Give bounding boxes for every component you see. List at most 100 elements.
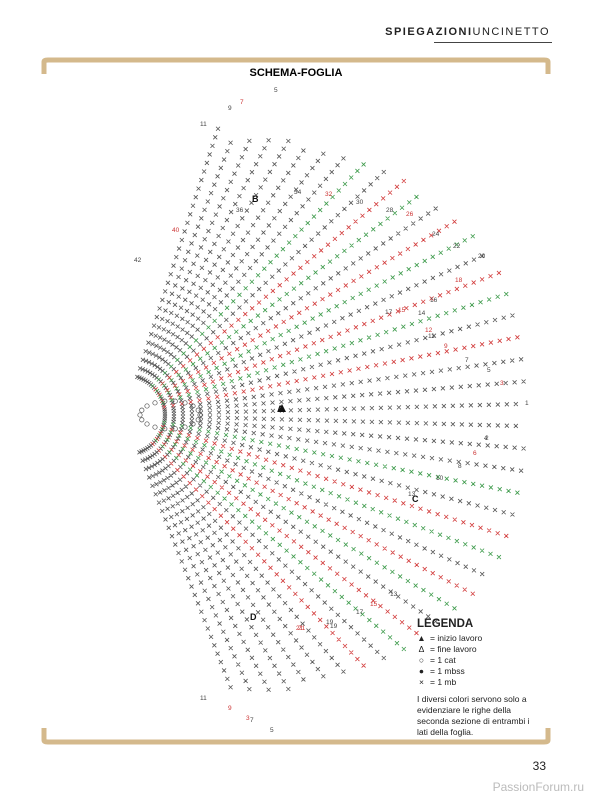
row-label: 9	[444, 343, 448, 350]
row-label: 3	[246, 715, 250, 722]
stitch-ray	[157, 219, 457, 398]
row-label: 16	[430, 297, 438, 304]
stitch-ray	[156, 206, 438, 396]
row-label: 19	[326, 619, 334, 626]
stitch-ray	[143, 447, 291, 692]
chain-stitch	[152, 400, 158, 406]
row-label: 2	[485, 435, 489, 442]
stitch-ray	[151, 169, 387, 390]
stitch-ray	[159, 428, 485, 577]
page-number: 33	[532, 759, 546, 773]
row-label: 9	[228, 705, 232, 712]
chain-stitch	[190, 421, 196, 427]
stitch-ray	[145, 445, 306, 682]
legend-item: ● = 1 mbss	[417, 666, 537, 677]
diagram-title: SCHEMA-FOGLIA	[250, 67, 343, 79]
row-label: 20	[478, 253, 486, 260]
chain-stitch	[144, 421, 150, 427]
stitch-ray	[143, 138, 291, 383]
stitch-ray	[161, 313, 515, 408]
chain-stitch	[162, 426, 168, 432]
chain-stitch	[152, 424, 158, 430]
stitch-ray	[160, 426, 502, 560]
chain-stitch	[139, 417, 145, 423]
row-label: 7	[240, 99, 244, 106]
legend-text: = fine lavoro	[430, 644, 477, 654]
chain-stitch	[195, 417, 201, 423]
legend-item: × = 1 mb	[417, 677, 537, 688]
row-label: 17	[385, 309, 393, 316]
chain-stitch	[172, 426, 178, 432]
legend-title: LEGENDA	[417, 618, 474, 630]
stitch-ray	[158, 431, 476, 597]
chain-stitch	[162, 398, 168, 404]
stitch-rays	[135, 126, 526, 693]
chain-stitch	[137, 412, 143, 418]
stitch-ray	[150, 441, 366, 668]
row-label: 9	[228, 105, 232, 112]
row-label: 11	[200, 695, 207, 702]
stitch-ray	[159, 253, 485, 402]
stitch-ray	[161, 422, 515, 517]
stitch-ray	[162, 418, 524, 473]
row-label: 42	[134, 257, 142, 264]
row-label: 5	[487, 367, 491, 374]
watermark: PassionForum.ru	[492, 780, 584, 794]
row-label: 40	[172, 227, 180, 234]
row-label: 15	[370, 601, 378, 608]
row-label: 18	[455, 277, 463, 284]
stitch-ray	[162, 379, 526, 414]
stitch-ray	[137, 140, 233, 380]
legend-item: ▲ = inizio lavoro	[417, 633, 537, 644]
legend-items: ▲ = inizio lavoro Δ = fine lavoro ○ = 1 cat ● =…	[417, 633, 537, 688]
row-label: 17	[356, 609, 364, 616]
stitch-ray	[162, 357, 524, 412]
legend-text: = 1 mb	[430, 677, 457, 687]
row-label: 32	[325, 191, 333, 198]
row-label: 3	[500, 380, 504, 387]
legend-symbol: Δ	[418, 644, 425, 654]
row-label: 14	[418, 310, 426, 317]
row-label: 13	[408, 491, 416, 498]
row-label: 10	[436, 475, 444, 482]
row-label: 19	[330, 623, 338, 630]
row-label: 8	[458, 463, 462, 470]
stitch-ray	[151, 440, 387, 661]
stitch-ray	[162, 401, 519, 417]
stitch-ray	[157, 432, 457, 611]
legend-symbol: ●	[418, 666, 425, 676]
row-label: B	[252, 194, 259, 204]
chain-stitch	[172, 398, 178, 404]
row-label: 15	[398, 307, 406, 314]
legend-note: I diversi colori servono solo a evidenzi…	[417, 694, 530, 737]
frame-top	[41, 57, 551, 74]
stitch-ray	[158, 233, 476, 399]
row-label: 4	[484, 435, 488, 442]
legend-item: Δ = fine lavoro	[417, 644, 537, 655]
chain-stitch	[197, 412, 203, 418]
legend: LEGENDA ▲ = inizio lavoro Δ = fine lavoro ○ =…	[417, 618, 537, 738]
row-label: A	[277, 404, 284, 414]
legend-symbol: ○	[418, 655, 425, 665]
row-label: 7	[250, 717, 254, 724]
stitch-ray	[139, 138, 252, 381]
stitch-ray	[161, 420, 520, 495]
row-label: 26	[406, 211, 414, 218]
row-label: 36	[236, 207, 244, 214]
row-label: 28	[386, 207, 394, 214]
legend-text: = inizio lavoro	[430, 633, 483, 643]
stitch-ray	[137, 450, 233, 690]
section-light: UNCINETTO	[472, 26, 550, 38]
row-label: 24	[432, 231, 440, 238]
stitch-ray	[141, 448, 271, 693]
stitch-ray	[162, 413, 519, 429]
row-label: 6	[473, 450, 477, 457]
legend-text: = 1 cat	[430, 655, 456, 665]
chain-stitch	[182, 424, 188, 430]
row-label: 30	[356, 199, 364, 206]
row-label: C	[412, 494, 419, 504]
row-label: 22	[453, 243, 461, 250]
row-label: 1	[525, 400, 529, 407]
